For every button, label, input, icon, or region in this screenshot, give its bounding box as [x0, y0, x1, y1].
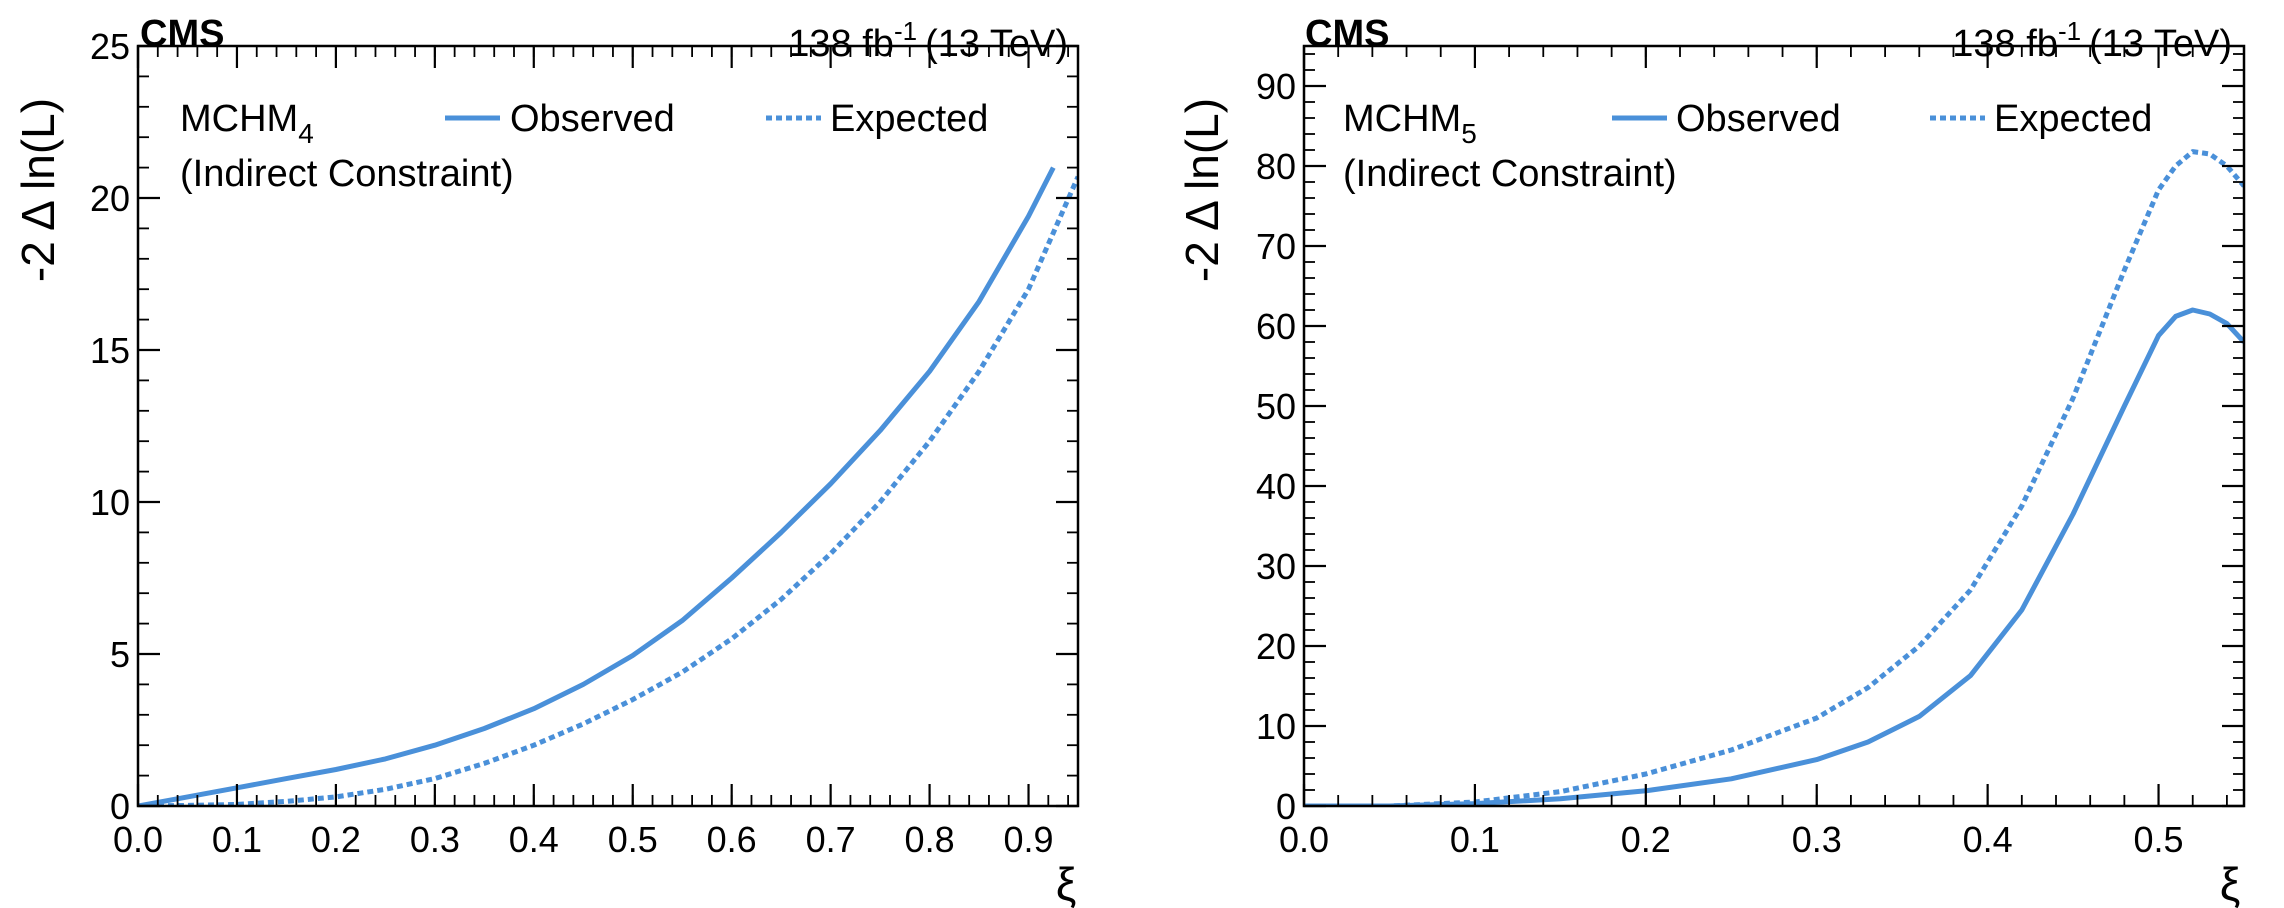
lumi-label: 138 fb-1 (13 TeV)	[1952, 16, 2232, 65]
constraint-label: (Indirect Constraint)	[180, 153, 514, 195]
y-tick-label: 0	[1276, 786, 1296, 827]
x-tick-label: 0.1	[1450, 819, 1500, 860]
legend-expected-label: Expected	[830, 98, 988, 140]
y-tick-label: 10	[90, 482, 130, 523]
lumi-label: 138 fb-1 (13 TeV)	[788, 16, 1068, 65]
cms-label: CMS	[140, 13, 224, 55]
x-tick-label: 0.9	[1004, 819, 1054, 860]
series-line-expected	[138, 175, 1078, 806]
x-tick-label: 0.0	[113, 819, 163, 860]
x-tick-label: 0.2	[1621, 819, 1671, 860]
x-tick-label: 0.8	[905, 819, 955, 860]
series-line-expected	[1304, 149, 2244, 806]
x-tick-label: 0.5	[2134, 819, 2184, 860]
y-tick-label: 20	[90, 178, 130, 219]
y-tick-label: 50	[1256, 386, 1296, 427]
x-tick-label: 0.1	[212, 819, 262, 860]
y-axis-label: -2 Δ ln(L)	[12, 98, 64, 282]
y-tick-label: 5	[110, 634, 130, 675]
series-line-observed	[1304, 307, 2244, 806]
x-axis-label: ξ	[1056, 858, 1077, 908]
chart-right: CMS 138 fb-1 (13 TeV) -2 Δ ln(L) ξ MCHM5 …	[1176, 13, 2246, 908]
x-tick-label: 0.4	[509, 819, 559, 860]
y-tick-label: 10	[1256, 706, 1296, 747]
plot-frame	[1302, 44, 2246, 808]
x-tick-label: 0.2	[311, 819, 361, 860]
x-tick-label: 0.3	[1792, 819, 1842, 860]
x-tick-label: 0.0	[1279, 819, 1329, 860]
constraint-label: (Indirect Constraint)	[1343, 153, 1677, 195]
x-tick-label: 0.4	[1963, 819, 2013, 860]
y-tick-label: 80	[1256, 146, 1296, 187]
cms-label: CMS	[1305, 13, 1389, 55]
legend-observed-label: Observed	[510, 98, 675, 140]
plot-frame	[136, 44, 1080, 808]
y-tick-label: 25	[90, 26, 130, 67]
y-tick-label: 90	[1256, 66, 1296, 107]
chart-left: CMS 138 fb-1 (13 TeV) -2 Δ ln(L) ξ MCHM4 …	[12, 13, 1080, 908]
model-label: MCHM4	[180, 98, 314, 149]
x-tick-label: 0.5	[608, 819, 658, 860]
legend-expected-label: Expected	[1994, 98, 2152, 140]
y-tick-label: 70	[1256, 226, 1296, 267]
y-tick-label: 40	[1256, 466, 1296, 507]
y-tick-label: 0	[110, 786, 130, 827]
model-label: MCHM5	[1343, 98, 1477, 149]
x-tick-label: 0.7	[806, 819, 856, 860]
y-tick-label: 30	[1256, 546, 1296, 587]
y-tick-label: 15	[90, 330, 130, 371]
y-axis-label: -2 Δ ln(L)	[1176, 98, 1228, 282]
x-tick-label: 0.6	[707, 819, 757, 860]
legend-observed-label: Observed	[1676, 98, 1841, 140]
x-tick-label: 0.3	[410, 819, 460, 860]
y-tick-label: 20	[1256, 626, 1296, 667]
y-tick-label: 60	[1256, 306, 1296, 347]
series-line-observed	[138, 166, 1056, 806]
x-axis-label: ξ	[2220, 858, 2241, 908]
